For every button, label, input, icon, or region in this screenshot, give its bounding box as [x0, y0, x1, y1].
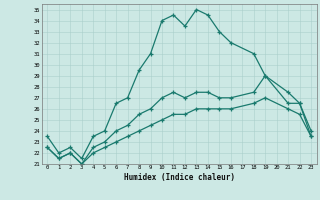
X-axis label: Humidex (Indice chaleur): Humidex (Indice chaleur): [124, 173, 235, 182]
